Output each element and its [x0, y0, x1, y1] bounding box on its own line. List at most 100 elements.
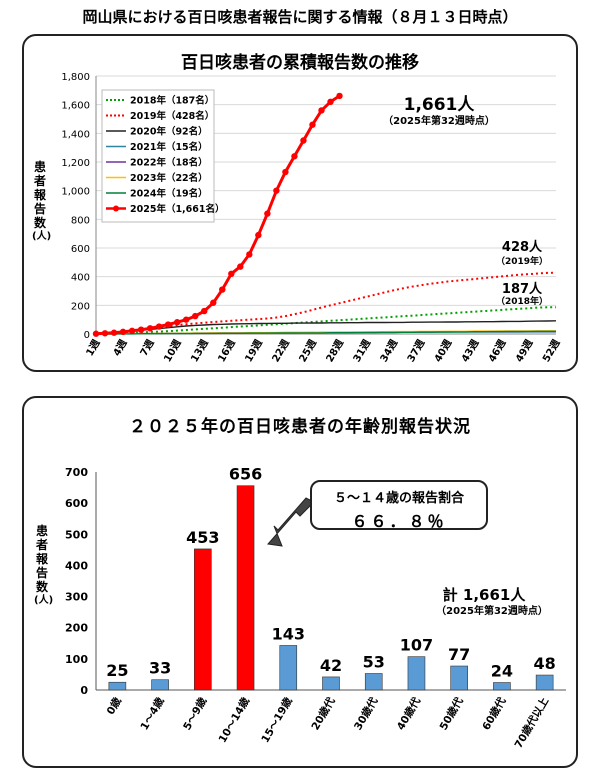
x-tick-label: 10週 [161, 338, 183, 365]
bar [322, 676, 340, 691]
age-chart-y-axis-label: 患 者 報 告 数 (人) [34, 524, 53, 608]
series-line [96, 330, 556, 335]
legend-label: 2020年（92名） [130, 126, 208, 138]
total-2025-callout: 1,661人 [403, 95, 475, 115]
y-tick-label: 0 [84, 330, 90, 341]
legend-label: 2018年（187名） [130, 95, 214, 107]
y-axis-label-char: 者 [35, 538, 48, 552]
x-tick-label: 25週 [297, 338, 319, 365]
data-point [300, 137, 307, 144]
y-tick-label: 1,200 [61, 158, 90, 169]
x-tick-label: 60歳代 [479, 695, 508, 733]
data-point [336, 92, 343, 100]
data-point [318, 107, 325, 114]
x-tick-label: 50歳代 [437, 695, 466, 733]
total-2019-callout-sub: （2019年） [495, 257, 549, 267]
pointer-arrow [267, 497, 315, 547]
y-tick-label: 800 [71, 215, 90, 226]
data-point [110, 329, 118, 336]
y-tick-label: 100 [65, 653, 88, 666]
legend-label: 2022年（18名） [130, 157, 208, 169]
y-tick-label: 1,400 [61, 129, 90, 140]
x-tick-label: 46週 [486, 338, 508, 365]
data-point [255, 231, 262, 239]
y-tick-label: 0 [80, 684, 88, 697]
bar [493, 682, 511, 691]
x-tick-label: 70歳代以上 [512, 695, 552, 751]
data-point [146, 325, 154, 332]
data-point [155, 323, 163, 330]
y-axis-label-char: 患 [35, 524, 48, 538]
total-label: 計 1,661人 [442, 586, 526, 604]
data-point [92, 330, 100, 337]
data-point [128, 327, 136, 335]
y-tick-label: 300 [65, 591, 88, 604]
y-axis-label-char: 数 [35, 580, 48, 594]
total-2018-callout: 187人 [501, 282, 543, 297]
bar-value-label: 143 [272, 624, 305, 643]
y-axis-label-unit: (人) [32, 231, 52, 242]
y-tick-label: 1,000 [61, 187, 90, 198]
x-tick-label: 28週 [324, 338, 346, 365]
bar [236, 485, 255, 691]
bar [194, 548, 212, 691]
y-tick-label: 1,600 [61, 101, 90, 112]
x-tick-label: 30歳代 [351, 695, 380, 733]
data-point [192, 312, 199, 320]
x-tick-label: 10～14歳 [216, 695, 253, 745]
series-line [95, 306, 557, 335]
y-tick-label: 400 [71, 273, 90, 284]
x-tick-label: 40週 [432, 338, 454, 365]
y-tick-label: 600 [65, 497, 88, 510]
series-line [95, 320, 557, 335]
y-axis-label-char: 告 [35, 566, 48, 580]
age-chart-panel: ２０２５年の百日咳患者の年齢別報告状況 0 100 200 300 400 500 600 7… [22, 396, 578, 768]
data-point [201, 307, 208, 315]
page-title: 岡山県における百日咳患者報告に関する情報（８月１３日時点） [82, 8, 518, 26]
data-point [273, 187, 280, 194]
bar [364, 673, 383, 691]
total-2019-callout: 428人 [501, 240, 543, 255]
bar [407, 656, 426, 691]
data-point [101, 330, 109, 337]
legend-box [101, 89, 215, 223]
y-axis-label-char: 数 [33, 216, 46, 230]
cumulative-chart-title: 百日咳患者の累積報告数の推移 [181, 53, 419, 73]
legend-marker [113, 205, 119, 212]
x-tick-label: 52週 [540, 338, 562, 365]
age-chart-title: ２０２５年の百日咳患者の年齢別報告状況 [129, 417, 471, 437]
y-axis-label-char: 告 [33, 202, 46, 216]
legend-label: 2025年（1,661名） [130, 203, 225, 215]
data-point [119, 328, 127, 336]
y-axis-label-char: 者 [33, 174, 46, 188]
x-tick-label: 43週 [459, 338, 481, 365]
bar-value-label: 33 [149, 659, 171, 678]
bar-value-label: 656 [229, 465, 262, 484]
bar-value-label: 453 [186, 528, 219, 547]
x-tick-label: 0歳 [104, 695, 124, 717]
y-tick-label: 200 [65, 622, 88, 635]
data-point [237, 263, 244, 270]
x-tick-label: 7週 [138, 338, 157, 359]
x-tick-label: 4週 [111, 338, 130, 359]
x-tick-label: 49週 [513, 338, 535, 365]
y-tick-label: 200 [71, 301, 90, 312]
bar [535, 674, 554, 691]
cumulative-chart: 02004006008001,0001,2001,4001,6001,8001週… [61, 72, 562, 365]
bar [108, 681, 127, 691]
series-line [95, 94, 341, 336]
y-tick-label: 1,800 [61, 72, 90, 83]
data-point [173, 319, 181, 326]
data-point [309, 121, 316, 128]
x-tick-label: 16週 [216, 338, 238, 365]
legend-label: 2021年（15名） [130, 141, 208, 153]
y-tick-label: 700 [65, 466, 88, 479]
data-point [291, 153, 298, 160]
data-point [210, 299, 217, 306]
total-2018-callout-sub: （2018年） [495, 297, 549, 307]
x-tick-label: 37週 [405, 338, 427, 365]
y-tick-label: 600 [71, 244, 90, 255]
x-tick-label: 5～9歳 [180, 695, 209, 733]
ratio-label: ５～１４歳の報告割合 [333, 491, 464, 506]
bar [279, 645, 298, 691]
